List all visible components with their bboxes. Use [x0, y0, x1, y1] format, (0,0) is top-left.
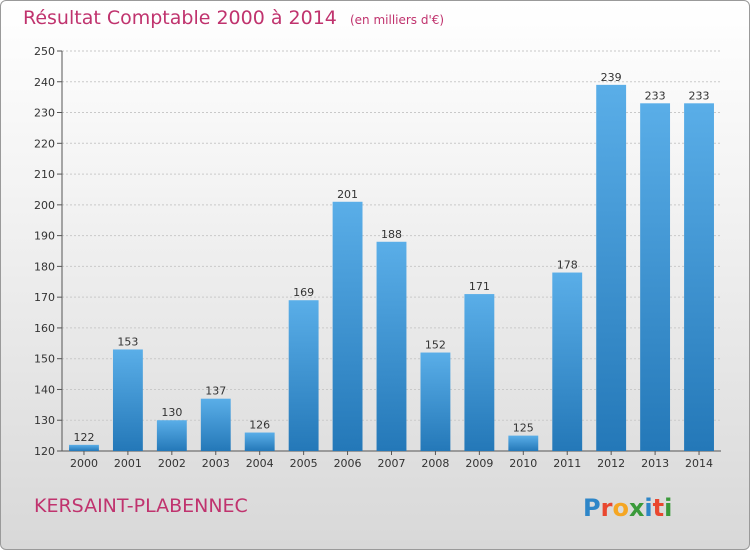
value-label: 130: [161, 406, 182, 419]
y-tick-label: 230: [34, 107, 55, 120]
chart-title-block: Résultat Comptable 2000 à 2014 (en milli…: [23, 7, 444, 29]
bar-2004: [244, 432, 275, 451]
bar-2005: [288, 300, 319, 451]
y-tick-label: 170: [34, 291, 55, 304]
y-tick-label: 150: [34, 353, 55, 366]
bar-2014: [684, 103, 714, 452]
bar-2002: [156, 420, 187, 451]
value-label: 188: [381, 228, 402, 241]
x-tick-label: 2003: [202, 457, 230, 470]
x-tick-label: 2013: [641, 457, 669, 470]
x-tick-label: 2004: [246, 457, 274, 470]
bar-2008: [420, 352, 451, 451]
bar-2009: [464, 294, 495, 451]
value-label: 153: [117, 335, 138, 348]
y-tick-label: 140: [34, 383, 55, 396]
y-tick-label: 250: [34, 45, 55, 58]
svg-text:Proxiti: Proxiti: [583, 494, 672, 522]
y-tick-label: 120: [34, 445, 55, 458]
value-label: 233: [645, 89, 666, 102]
y-tick-label: 160: [34, 322, 55, 335]
y-tick-label: 210: [34, 168, 55, 181]
bar-2011: [552, 272, 583, 451]
x-tick-label: 2010: [509, 457, 537, 470]
x-tick-label: 2005: [290, 457, 318, 470]
bar-2001: [112, 349, 143, 451]
value-label: 239: [601, 71, 622, 84]
y-tick-label: 220: [34, 137, 55, 150]
chart-subtitle: (en milliers d'€): [349, 13, 445, 27]
location-name: KERSAINT-PLABENNEC: [34, 495, 248, 517]
bar-2012: [596, 84, 627, 451]
y-tick-label: 130: [34, 414, 55, 427]
x-tick-label: 2012: [597, 457, 625, 470]
bar-2006: [332, 201, 363, 451]
x-tick-label: 2011: [553, 457, 581, 470]
value-label: 233: [689, 89, 710, 102]
value-label: 152: [425, 339, 446, 352]
y-tick-label: 190: [34, 230, 55, 243]
x-tick-label: 2000: [70, 457, 98, 470]
x-tick-label: 2001: [114, 457, 142, 470]
x-tick-label: 2008: [421, 457, 449, 470]
proxiti-logo: Proxiti: [583, 494, 672, 522]
value-label: 137: [205, 385, 226, 398]
y-tick-label: 240: [34, 76, 55, 89]
y-tick-label: 200: [34, 199, 55, 212]
x-tick-label: 2007: [378, 457, 406, 470]
value-label: 169: [293, 286, 314, 299]
value-label: 171: [469, 280, 490, 293]
x-tick-label: 2006: [334, 457, 362, 470]
value-label: 126: [249, 419, 270, 432]
x-tick-label: 2014: [685, 457, 713, 470]
bar-2003: [200, 398, 231, 451]
value-label: 122: [73, 431, 94, 444]
bar-2007: [376, 241, 407, 451]
y-tick-label: 180: [34, 260, 55, 273]
bar-2000: [69, 444, 99, 451]
chart-title: Résultat Comptable 2000 à 2014: [23, 7, 337, 29]
value-label: 178: [557, 259, 578, 272]
value-label: 201: [337, 188, 358, 201]
value-label: 125: [513, 422, 534, 435]
x-tick-label: 2002: [158, 457, 186, 470]
bar-2013: [640, 103, 671, 452]
x-tick-label: 2009: [465, 457, 493, 470]
bar-2010: [508, 435, 539, 451]
